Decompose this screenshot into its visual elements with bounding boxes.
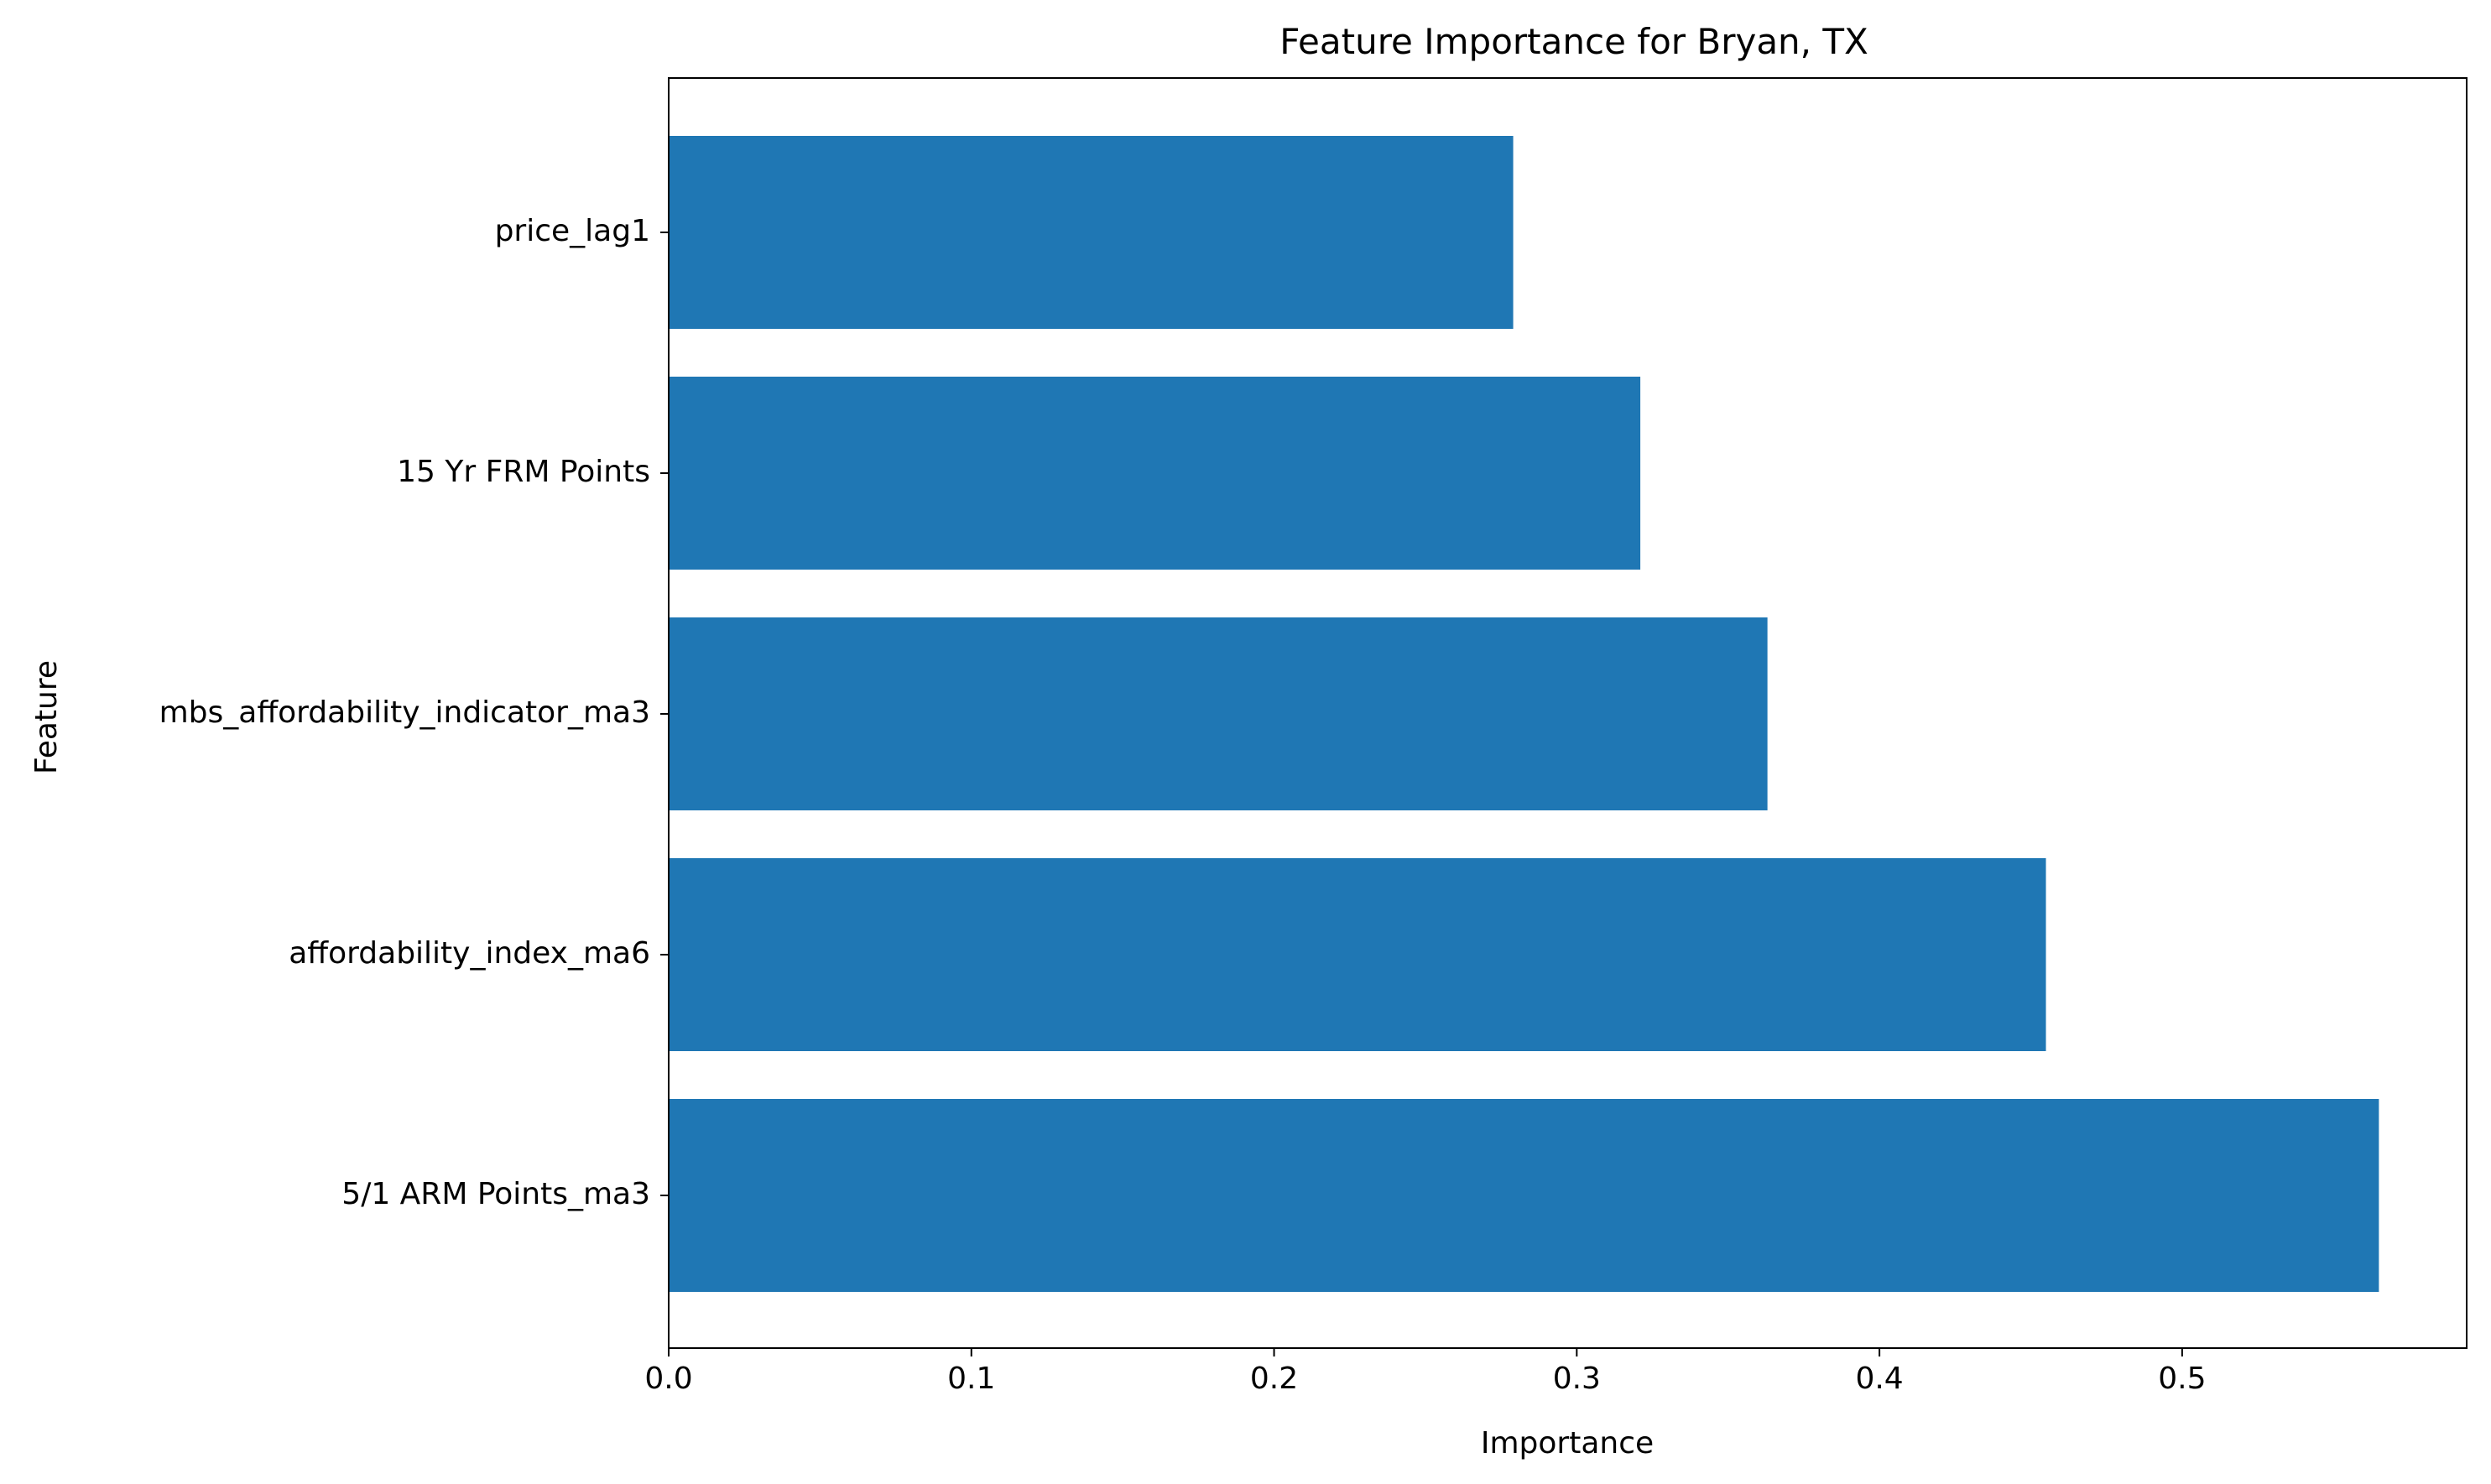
bar-5-1-arm-points-ma3	[669, 1099, 2379, 1292]
x-tick-label: 0.1	[947, 1362, 995, 1396]
x-tick-label: 0.0	[644, 1362, 692, 1396]
y-tick-label: affordability_index_ma6	[289, 936, 650, 971]
y-tick-label: 15 Yr FRM Points	[397, 455, 650, 489]
y-tick-label: price_lag1	[495, 214, 650, 248]
y-tick-label: 5/1 ARM Points_ma3	[341, 1177, 650, 1211]
x-tick-label: 0.4	[1855, 1362, 1903, 1396]
plot-frame	[668, 77, 2468, 1349]
chart-title: Feature Importance for Bryan, TX	[1279, 21, 1868, 62]
bar-mbs-affordability-indicator-ma3	[669, 617, 1768, 810]
bars-layer	[669, 136, 2379, 1292]
bar-price-lag1	[669, 136, 1514, 329]
x-tick-label: 0.5	[2158, 1362, 2206, 1396]
x-tick-label: 0.2	[1250, 1362, 1298, 1396]
axes-layer: 5/1 ARM Points_ma3 affordability_index_ma…	[159, 77, 2468, 1396]
bar-15-yr-frm-points	[669, 377, 1641, 570]
y-tick-label: mbs_affordability_indicator_ma3	[159, 695, 650, 730]
bar-affordability-index-ma6	[669, 858, 2046, 1051]
x-tick-label: 0.3	[1553, 1362, 1601, 1396]
y-axis-label: Feature	[29, 660, 64, 774]
x-axis-label: Importance	[1481, 1426, 1654, 1461]
